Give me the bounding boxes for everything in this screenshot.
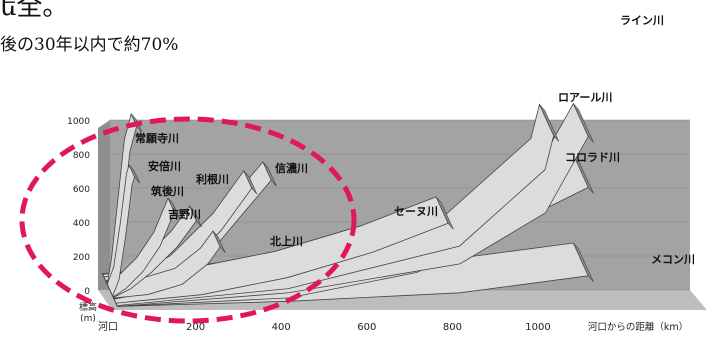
x-tick-label: 400 [272, 322, 291, 333]
river-label: コロラド川 [565, 151, 620, 164]
y-tick-label: 600 [73, 185, 90, 195]
highlight-ellipse [19, 116, 357, 324]
river-ribbon-end [262, 161, 277, 187]
river-ribbon-end [167, 197, 180, 219]
river-label: 利根川 [196, 172, 229, 186]
river-label: 北上川 [270, 234, 303, 248]
river-ribbon-end [435, 196, 454, 230]
x-tick-label: 200 [186, 322, 205, 333]
river-label: ロアール川 [558, 91, 612, 104]
axis-ticks: 0 200 400 600 800 1000 河口 200 400 600 800 1000 河口からの… [67, 117, 688, 333]
river-label: 常願寺川 [135, 131, 179, 145]
x-tick-label: 800 [443, 322, 462, 333]
river-label: 安倍川 [148, 159, 181, 173]
y-axis-label: 標高(m) [79, 301, 97, 324]
river-ribbon-end [128, 164, 141, 184]
x-tick-label: 河口 [98, 321, 118, 333]
x-tick-label: 1000 [525, 322, 550, 333]
river-ribbon-end [573, 242, 594, 282]
x-axis-label: 河口からの距離（km） [588, 321, 688, 333]
y-tick-label: 400 [73, 219, 90, 229]
page-title-fragment: ե全。 [0, 0, 69, 22]
river-label: 信濃川 [275, 161, 308, 175]
river-label: ライン川 [620, 14, 664, 27]
river-label: セーヌ川 [394, 205, 438, 218]
x-tick-label: 600 [357, 322, 376, 333]
river-ribbon-end [212, 230, 226, 254]
y-tick-label: 0 [84, 287, 90, 297]
river-ribbon-end [573, 103, 594, 143]
side-wall [98, 120, 110, 290]
river-ribbon-end [539, 104, 560, 142]
y-tick-label: 800 [73, 151, 90, 161]
y-tick-label: 200 [73, 253, 90, 263]
river-ribbon-end [189, 205, 202, 228]
river-ribbon-end [243, 170, 258, 195]
river-label: 吉野川 [168, 207, 201, 221]
river-label: メコン川 [651, 253, 695, 266]
river-label: 筑後川 [151, 184, 184, 198]
river-ribbon-end [573, 154, 594, 194]
y-tick-label: 1000 [67, 117, 90, 127]
river-ribbons [101, 102, 594, 307]
page-subtitle-fragment: 後の30年以内で約70% [0, 35, 179, 55]
